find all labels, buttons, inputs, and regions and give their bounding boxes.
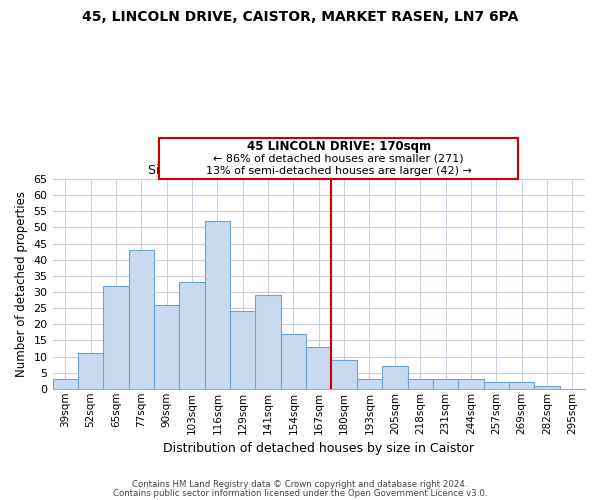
Bar (306, 347, 331, 389)
Text: Contains public sector information licensed under the Open Government Licence v3: Contains public sector information licen… (113, 490, 487, 498)
Bar (281, 334, 306, 389)
Bar (53, 379, 78, 389)
Bar (230, 312, 256, 389)
Bar (256, 295, 281, 389)
Bar (509, 382, 534, 389)
Bar (534, 386, 560, 389)
Bar (484, 382, 509, 389)
Y-axis label: Number of detached properties: Number of detached properties (15, 191, 28, 377)
Bar (382, 366, 407, 389)
Bar (103, 286, 128, 389)
Text: ← 86% of detached houses are smaller (271): ← 86% of detached houses are smaller (27… (214, 154, 464, 164)
Bar (179, 282, 205, 389)
Bar (154, 305, 179, 389)
Bar (407, 379, 433, 389)
Text: 45, LINCOLN DRIVE, CAISTOR, MARKET RASEN, LN7 6PA: 45, LINCOLN DRIVE, CAISTOR, MARKET RASEN… (82, 10, 518, 24)
Bar (433, 379, 458, 389)
Text: 45 LINCOLN DRIVE: 170sqm: 45 LINCOLN DRIVE: 170sqm (247, 140, 431, 153)
X-axis label: Distribution of detached houses by size in Caistor: Distribution of detached houses by size … (163, 442, 474, 455)
Text: 13% of semi-detached houses are larger (42) →: 13% of semi-detached houses are larger (… (206, 166, 472, 176)
Title: Size of property relative to detached houses in Caistor: Size of property relative to detached ho… (148, 164, 490, 176)
Bar (331, 360, 357, 389)
Bar (205, 221, 230, 389)
Bar (458, 379, 484, 389)
Text: Contains HM Land Registry data © Crown copyright and database right 2024.: Contains HM Land Registry data © Crown c… (132, 480, 468, 489)
Bar (78, 354, 103, 389)
Bar (357, 379, 382, 389)
FancyBboxPatch shape (159, 138, 518, 179)
Bar (128, 250, 154, 389)
